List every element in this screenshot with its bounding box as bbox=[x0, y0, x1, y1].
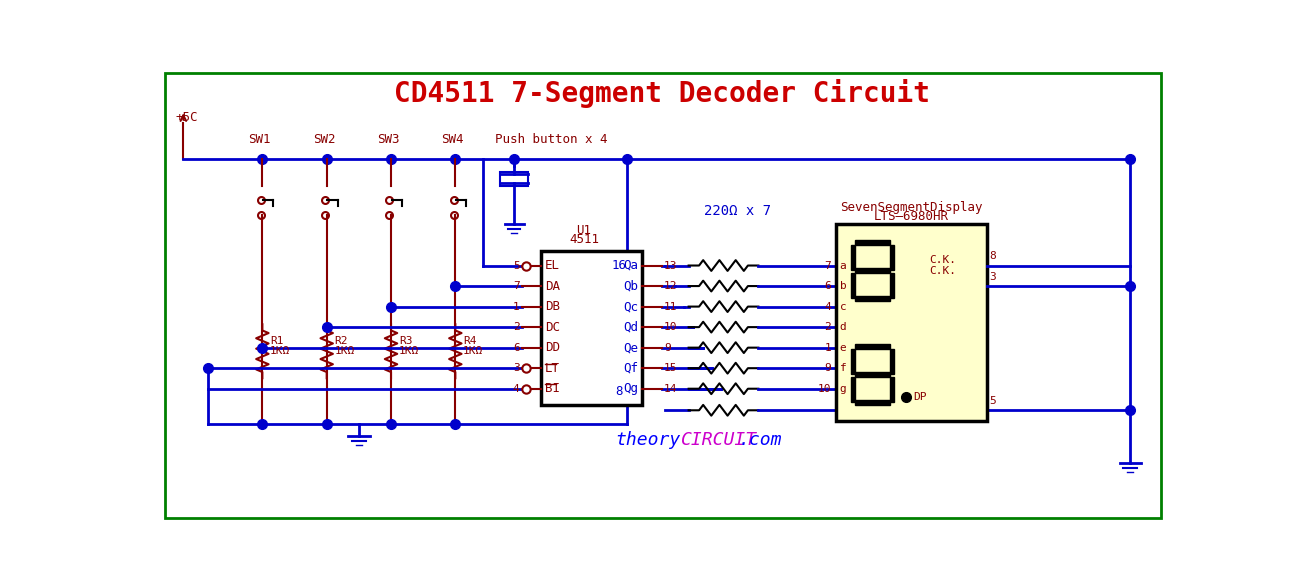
Text: LT: LT bbox=[546, 362, 560, 374]
Text: SW4: SW4 bbox=[441, 133, 464, 146]
Bar bbox=[890, 245, 893, 270]
Text: 3: 3 bbox=[989, 272, 996, 282]
Bar bbox=[851, 245, 855, 270]
Text: 4: 4 bbox=[825, 302, 831, 312]
Bar bbox=[855, 240, 890, 245]
Bar bbox=[855, 343, 890, 349]
Text: 8: 8 bbox=[989, 252, 996, 261]
Text: DP: DP bbox=[913, 393, 927, 402]
Text: 1KΩ: 1KΩ bbox=[270, 346, 291, 356]
Text: Qg: Qg bbox=[623, 382, 639, 395]
Text: Qa: Qa bbox=[623, 259, 639, 272]
Text: R3: R3 bbox=[398, 336, 412, 346]
Text: 7: 7 bbox=[825, 260, 831, 270]
Text: C.K.: C.K. bbox=[928, 266, 956, 276]
Bar bbox=[890, 273, 893, 298]
Text: R1: R1 bbox=[270, 336, 283, 346]
Text: SW1: SW1 bbox=[248, 133, 272, 146]
Text: U1: U1 bbox=[577, 224, 591, 237]
Bar bbox=[890, 349, 893, 374]
Text: Qb: Qb bbox=[623, 280, 639, 292]
Bar bbox=[500, 172, 529, 185]
Text: b: b bbox=[839, 281, 847, 291]
Text: d: d bbox=[839, 322, 847, 332]
Text: +5C: +5C bbox=[176, 111, 198, 125]
Text: DA: DA bbox=[546, 280, 560, 292]
Text: 14: 14 bbox=[663, 384, 678, 394]
Text: 12: 12 bbox=[663, 281, 678, 291]
Text: 8: 8 bbox=[615, 385, 623, 398]
Text: 15: 15 bbox=[663, 363, 678, 373]
Text: 10: 10 bbox=[663, 322, 678, 332]
Text: a: a bbox=[839, 260, 847, 270]
Text: f: f bbox=[839, 363, 847, 373]
Text: CD4511 7-Segment Decoder Circuit: CD4511 7-Segment Decoder Circuit bbox=[394, 79, 930, 108]
Text: 6: 6 bbox=[513, 343, 520, 353]
Text: C.K.: C.K. bbox=[928, 254, 956, 264]
Text: 13: 13 bbox=[663, 260, 678, 270]
Text: 11: 11 bbox=[663, 302, 678, 312]
Text: e: e bbox=[839, 343, 847, 353]
Text: Push button x 4: Push button x 4 bbox=[495, 133, 608, 146]
Text: 1KΩ: 1KΩ bbox=[463, 346, 484, 356]
Text: SevenSegmentDisplay: SevenSegmentDisplay bbox=[840, 201, 983, 214]
Text: Qe: Qe bbox=[623, 341, 639, 354]
Bar bbox=[855, 371, 890, 377]
Text: 4: 4 bbox=[513, 384, 520, 394]
Text: R2: R2 bbox=[335, 336, 348, 346]
Bar bbox=[890, 377, 893, 402]
Text: DD: DD bbox=[546, 341, 560, 354]
Text: 16: 16 bbox=[612, 259, 626, 271]
Text: 220Ω x 7: 220Ω x 7 bbox=[705, 204, 771, 218]
Bar bbox=[855, 267, 890, 273]
Text: c: c bbox=[839, 302, 847, 312]
Text: 4511: 4511 bbox=[569, 233, 599, 246]
Text: SW3: SW3 bbox=[378, 133, 400, 146]
Text: DB: DB bbox=[546, 300, 560, 313]
Text: 2: 2 bbox=[513, 322, 520, 332]
Text: DC: DC bbox=[546, 321, 560, 333]
Text: 5: 5 bbox=[989, 396, 996, 406]
Text: 9: 9 bbox=[663, 343, 671, 353]
Bar bbox=[855, 295, 890, 301]
Text: 1: 1 bbox=[825, 343, 831, 353]
Text: Qf: Qf bbox=[623, 362, 639, 374]
Text: 7: 7 bbox=[513, 281, 520, 291]
Text: 1KΩ: 1KΩ bbox=[398, 346, 419, 356]
Bar bbox=[835, 224, 987, 421]
Text: 9: 9 bbox=[825, 363, 831, 373]
Text: BI: BI bbox=[546, 382, 560, 395]
Text: .com: .com bbox=[740, 431, 782, 449]
Bar bbox=[851, 377, 855, 402]
Text: g: g bbox=[839, 384, 847, 394]
Bar bbox=[542, 251, 643, 405]
Text: 3: 3 bbox=[513, 363, 520, 373]
Bar bbox=[851, 349, 855, 374]
Text: 1KΩ: 1KΩ bbox=[335, 346, 354, 356]
Text: 5: 5 bbox=[513, 260, 520, 270]
Text: EL: EL bbox=[546, 259, 560, 272]
Bar bbox=[855, 400, 890, 405]
Text: 10: 10 bbox=[817, 384, 831, 394]
Bar bbox=[851, 273, 855, 298]
Text: theory: theory bbox=[615, 431, 681, 449]
Text: 2: 2 bbox=[825, 322, 831, 332]
Text: CIRCUIT: CIRCUIT bbox=[681, 431, 756, 449]
Text: R4: R4 bbox=[463, 336, 477, 346]
Text: LTS–6980HR: LTS–6980HR bbox=[874, 210, 949, 223]
Text: Qc: Qc bbox=[623, 300, 639, 313]
Text: 1: 1 bbox=[513, 302, 520, 312]
Text: 6: 6 bbox=[825, 281, 831, 291]
Text: Qd: Qd bbox=[623, 321, 639, 333]
Text: SW2: SW2 bbox=[313, 133, 335, 146]
